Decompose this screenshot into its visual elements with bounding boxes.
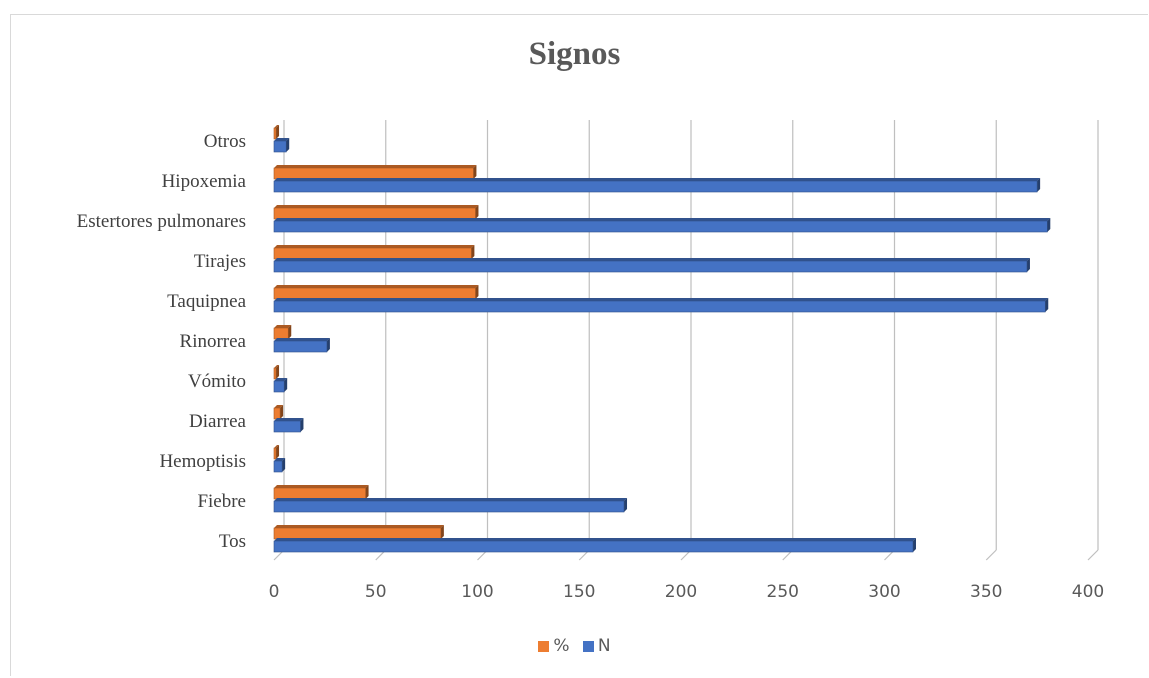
x-tick-label: 350 (970, 582, 1002, 602)
y-category-label: Vómito (188, 371, 246, 392)
chart-plot: 0 50 100 150 200 250 300 350 400 Tos — %: 82Tos —… (77, 120, 1104, 602)
bar-percent: Fiebre — %: 45 (273, 485, 369, 500)
legend-item-percent: % (538, 636, 570, 656)
bar-percent: Diarrea — %: 3 (273, 405, 284, 420)
legend-swatch-percent (538, 641, 550, 652)
chart-title: Signos (528, 36, 621, 72)
y-category-label: Hemoptisis (159, 451, 246, 472)
bar-n: Otros — N: 6 (273, 138, 290, 153)
y-category-label: Hipoxemia (162, 171, 247, 192)
y-category-label: Estertores pulmonares (77, 211, 246, 232)
bar-n: Hemoptisis — N: 4 (273, 458, 286, 473)
y-category-label: Taquipnea (167, 291, 246, 312)
x-tick-label: 250 (767, 582, 799, 602)
bar-n: Estertores pulmonares — N: 380 (273, 218, 1051, 233)
bar-n: Rinorrea — N: 26 (273, 338, 330, 353)
y-category-label: Rinorrea (180, 331, 247, 352)
bar-n: Hipoxemia — N: 375 (273, 178, 1041, 193)
y-category-label: Tos (219, 531, 246, 552)
bar-percent: Vómito — %: 1 (273, 365, 280, 380)
bar-percent: Taquipnea — %: 99 (273, 285, 479, 300)
legend-label-percent: % (553, 636, 570, 656)
bar-percent: Hipoxemia — %: 98 (273, 165, 477, 180)
x-tick-label: 100 (461, 582, 493, 602)
y-category-label: Otros (204, 131, 246, 152)
chart-frame (10, 14, 1148, 676)
bar-percent: Tos — %: 82 (273, 525, 444, 540)
legend-swatch-n (582, 641, 594, 652)
y-category-label: Diarrea (189, 411, 247, 432)
x-tick-label: 150 (563, 582, 595, 602)
bar-n: Tos — N: 314 (273, 538, 916, 553)
x-tick-label: 200 (665, 582, 697, 602)
bar-n: Taquipnea — N: 379 (273, 298, 1049, 313)
legend: % N (0, 636, 1149, 656)
bar-n: Diarrea — N: 13 (273, 418, 304, 433)
bar-n: Fiebre — N: 172 (273, 498, 628, 513)
legend-label-n: N (597, 636, 611, 656)
bar-percent: Hemoptisis — %: 1 (273, 445, 280, 460)
bar-n: Vómito — N: 5 (273, 378, 288, 393)
x-tick-label: 50 (365, 582, 387, 602)
gridline (1087, 120, 1099, 561)
y-category-label: Tirajes (194, 251, 246, 272)
bar-n: Tirajes — N: 370 (273, 258, 1030, 273)
x-tick-label: 300 (868, 582, 900, 602)
x-tick-label: 0 (269, 582, 280, 602)
legend-item-n: N (582, 636, 611, 656)
bar-percent: Otros — %: 1 (273, 125, 280, 140)
x-tick-label: 400 (1072, 582, 1104, 602)
bar-percent: Rinorrea — %: 7 (273, 325, 292, 340)
bar-percent: Estertores pulmonares — %: 99 (273, 205, 479, 220)
y-category-label: Fiebre (197, 491, 246, 512)
bar-percent: Tirajes — %: 97 (273, 245, 475, 260)
